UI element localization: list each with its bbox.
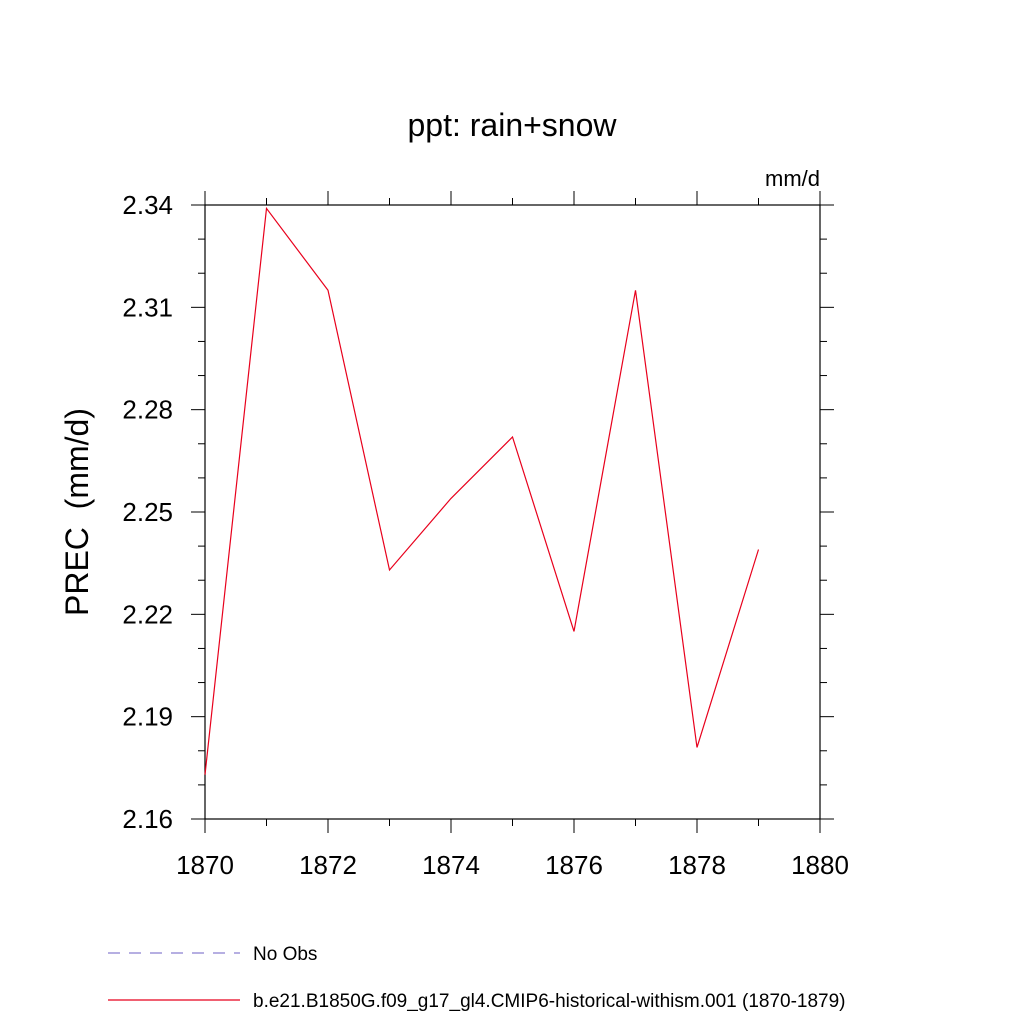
y-tick-label: 2.28 — [122, 395, 173, 425]
y-tick-label: 2.25 — [122, 497, 173, 527]
x-tick-label: 1870 — [176, 850, 234, 880]
x-tick-label: 1878 — [668, 850, 726, 880]
y-axis-label: PREC (mm/d) — [59, 408, 95, 616]
y-tick-label: 2.22 — [122, 599, 173, 629]
y-tick-label: 2.31 — [122, 292, 173, 322]
y-tick-label: 2.34 — [122, 190, 173, 220]
series-line-1 — [204, 206, 760, 775]
chart-title: ppt: rain+snow — [407, 107, 617, 143]
x-tick-label: 1872 — [299, 850, 357, 880]
legend-label-1: b.e21.B1850G.f09_g17_gl4.CMIP6-historica… — [253, 991, 846, 1012]
y-tick-label: 2.19 — [122, 702, 173, 732]
plot-frame — [204, 204, 821, 820]
x-tick-label: 1876 — [545, 850, 603, 880]
legend-label-0: No Obs — [253, 944, 317, 965]
units-label: mm/d — [765, 166, 820, 191]
x-tick-label: 1880 — [791, 850, 849, 880]
y-tick-label: 2.16 — [122, 804, 173, 834]
x-tick-label: 1874 — [422, 850, 480, 880]
